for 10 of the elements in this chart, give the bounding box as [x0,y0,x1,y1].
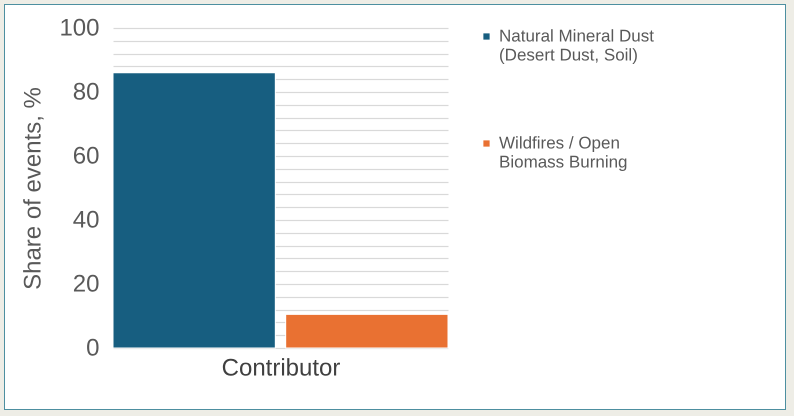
x-axis-title: Contributor [222,354,340,382]
legend-label: Natural Mineral Dust (Desert Dust, Soil) [499,26,654,64]
y-tick-label: 60 [72,142,100,170]
y-tick-label: 100 [59,14,100,42]
y-tick-label: 20 [72,270,100,298]
legend-label: Wildfires / Open Biomass Burning [499,134,628,172]
y-tick-label: 80 [72,78,100,106]
y-tick-label: 40 [72,206,100,234]
y-tick-label: 0 [86,334,100,362]
y-axis-title: Share of events, % [19,87,46,290]
